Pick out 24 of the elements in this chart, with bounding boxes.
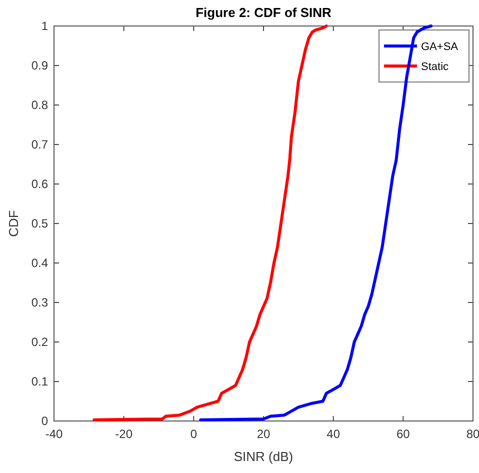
x-tick-label: -40	[45, 427, 63, 441]
legend-label: GA+SA	[421, 41, 459, 53]
y-tick-label: 0.2	[31, 335, 48, 349]
y-tick-label: 0.6	[31, 177, 48, 191]
y-tick-label: 0.1	[31, 374, 48, 388]
x-tick-label: -20	[115, 427, 133, 441]
y-tick-label: 0.5	[31, 216, 48, 230]
x-tick-label: 40	[326, 427, 340, 441]
y-axis-title: CDF	[6, 210, 21, 237]
y-tick-label: 1	[41, 19, 48, 33]
legend-label: Static	[421, 61, 450, 73]
y-tick-label: 0.4	[31, 256, 48, 270]
y-tick-label: 0.9	[31, 58, 48, 72]
line-series	[92, 24, 328, 422]
y-tick-label: 0.7	[31, 138, 48, 152]
x-tick-label: 80	[466, 427, 479, 441]
y-tick-label: 0.8	[31, 98, 48, 112]
chart-title: Figure 2: CDF of SINR	[196, 5, 332, 20]
x-tick-label: 0	[190, 427, 198, 441]
y-tick-label: 0.3	[31, 296, 48, 310]
x-tick-label: 20	[256, 427, 270, 441]
y-tick-label: 0	[41, 414, 48, 428]
x-tick-label: 60	[396, 427, 410, 441]
x-axis-title: SINR (dB)	[234, 449, 294, 464]
